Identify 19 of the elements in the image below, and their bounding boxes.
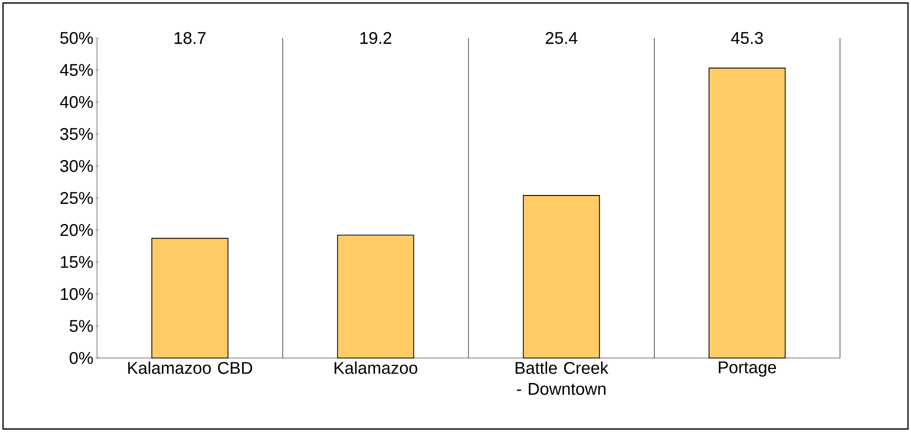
annotation: 19.2: [360, 32, 392, 44]
y-tick-label: 40%: [60, 96, 93, 108]
annotation: 25.4: [546, 32, 578, 44]
annotation: 45.3: [731, 32, 763, 44]
y-tick-label: 45%: [60, 64, 93, 76]
y-tick-label: 30%: [60, 160, 93, 172]
y-tick-label: 10%: [60, 288, 93, 300]
x-tick-label: Kalamazoo: [334, 362, 418, 374]
x-tick-label: Kalamazoo CBD: [128, 362, 252, 374]
annotation: 18.7: [174, 32, 206, 44]
y-tick-label: 25%: [60, 192, 93, 204]
y-tick-label: 35%: [60, 128, 93, 140]
y-tick-label: 0%: [70, 352, 93, 364]
x-tick-label: Portage: [718, 362, 776, 377]
y-tick-label: 15%: [60, 256, 93, 268]
y-tick-label: 5%: [70, 320, 93, 332]
y-tick-label: 50%: [60, 32, 93, 44]
y-tick-label: 20%: [60, 224, 93, 236]
x-tick-label: Battle Creek - Downtown: [516, 362, 608, 395]
